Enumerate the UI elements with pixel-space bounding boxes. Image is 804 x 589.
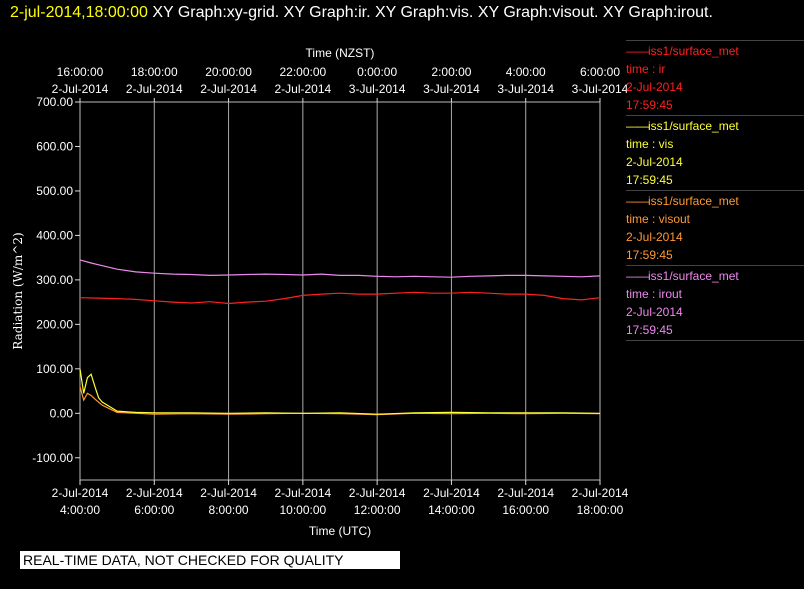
x-tick-label-date: 2-Jul-2014 xyxy=(349,486,406,500)
x-tick-label-time: 16:00:00 xyxy=(502,503,549,517)
top-tick-label-time: 16:00:00 xyxy=(57,65,104,79)
quality-warning-banner: REAL-TIME DATA, NOT CHECKED FOR QUALITY xyxy=(20,551,400,569)
top-tick-label-date: 2-Jul-2014 xyxy=(200,82,257,96)
legend-dash: —— xyxy=(626,194,649,208)
plot-frame xyxy=(79,101,601,481)
x-tick-label-time: 18:00:00 xyxy=(577,503,624,517)
legend-entry-ir: ——iss1/surface_met time : ir 2-Jul-2014 … xyxy=(626,40,804,115)
legend-dash: —— xyxy=(626,119,649,133)
y-tick-label: 300.00 xyxy=(36,273,73,287)
top-tick-label-time: 18:00:00 xyxy=(131,65,178,79)
x-tick-label-date: 2-Jul-2014 xyxy=(52,486,109,500)
y-tick-label: 500.00 xyxy=(36,184,73,198)
top-tick-label-time: 6:00:00 xyxy=(580,65,620,79)
top-tick-label-date: 3-Jul-2014 xyxy=(349,82,406,96)
legend-entry-irout: ——iss1/surface_met time : irout 2-Jul-20… xyxy=(626,265,804,341)
top-tick-label-time: 20:00:00 xyxy=(205,65,252,79)
x-tick-label-time: 6:00:00 xyxy=(134,503,174,517)
legend-station: ——iss1/surface_met xyxy=(626,194,739,208)
top-tick-label-time: 22:00:00 xyxy=(279,65,326,79)
y-tick-label: 200.00 xyxy=(36,317,73,331)
top-tick-label-date: 2-Jul-2014 xyxy=(126,82,183,96)
top-tick-label-date: 2-Jul-2014 xyxy=(275,82,332,96)
legend-label: time : vis xyxy=(626,137,674,151)
x-tick-label-date: 2-Jul-2014 xyxy=(572,486,629,500)
x-tick-label-date: 2-Jul-2014 xyxy=(275,486,332,500)
x-tick-label-date: 2-Jul-2014 xyxy=(497,486,554,500)
legend-time: 17:59:45 xyxy=(626,323,673,337)
top-tick-label-time: 4:00:00 xyxy=(506,65,546,79)
legend-label: time : ir xyxy=(626,62,666,76)
legend-time: 17:59:45 xyxy=(626,98,673,112)
legend-label: time : visout xyxy=(626,212,691,226)
series-line-ir xyxy=(79,291,601,305)
x-tick-label-time: 4:00:00 xyxy=(60,503,100,517)
top-tick-label-date: 3-Jul-2014 xyxy=(497,82,554,96)
legend-date: 2-Jul-2014 xyxy=(626,230,683,244)
legend-station: ——iss1/surface_met xyxy=(626,119,739,133)
y-tick-label: 0.00 xyxy=(50,406,74,420)
legend-date: 2-Jul-2014 xyxy=(626,305,683,319)
series-line-visout xyxy=(79,386,601,416)
top-axis-title: Time (NZST) xyxy=(306,46,375,60)
legend-date: 2-Jul-2014 xyxy=(626,80,683,94)
legend-station: ——iss1/surface_met xyxy=(626,269,739,283)
x-tick-label-date: 2-Jul-2014 xyxy=(200,486,257,500)
top-tick-label-date: 3-Jul-2014 xyxy=(423,82,480,96)
chart-legend: ——iss1/surface_met time : ir 2-Jul-2014 … xyxy=(626,40,804,341)
y-tick-label: -100.00 xyxy=(32,451,73,465)
top-tick-label-time: 0:00:00 xyxy=(357,65,397,79)
legend-time: 17:59:45 xyxy=(626,248,673,262)
series-line-vis xyxy=(79,368,601,415)
legend-date: 2-Jul-2014 xyxy=(626,155,683,169)
legend-dash: —— xyxy=(626,44,649,58)
legend-time: 17:59:45 xyxy=(626,173,673,187)
x-tick-label-date: 2-Jul-2014 xyxy=(126,486,183,500)
legend-label: time : irout xyxy=(626,287,683,301)
x-tick-label-time: 8:00:00 xyxy=(209,503,249,517)
x-tick-label-time: 12:00:00 xyxy=(354,503,401,517)
legend-entry-vis: ——iss1/surface_met time : vis 2-Jul-2014… xyxy=(626,115,804,190)
x-tick-label-date: 2-Jul-2014 xyxy=(423,486,480,500)
y-tick-label: 100.00 xyxy=(36,362,73,376)
y-axis-title: Radiation (W/m^2) xyxy=(11,232,25,349)
x-axis-title: Time (UTC) xyxy=(309,524,371,538)
header-text: XY Graph:xy-grid. XY Graph:ir. XY Graph:… xyxy=(152,4,713,21)
y-tick-label: 700.00 xyxy=(36,95,73,109)
top-tick-label-time: 2:00:00 xyxy=(431,65,471,79)
legend-dash: —— xyxy=(626,269,649,283)
legend-station: ——iss1/surface_met xyxy=(626,44,739,58)
legend-entry-visout: ——iss1/surface_met time : visout 2-Jul-2… xyxy=(626,190,804,265)
top-tick-label-date: 2-Jul-2014 xyxy=(52,82,109,96)
series-line-irout xyxy=(79,259,601,278)
y-tick-label: 600.00 xyxy=(36,139,73,153)
header-date: 2-jul-2014,18:00:00 xyxy=(10,4,148,21)
x-tick-label-time: 10:00:00 xyxy=(279,503,326,517)
x-tick-label-time: 14:00:00 xyxy=(428,503,475,517)
y-tick-label: 400.00 xyxy=(36,228,73,242)
top-tick-label-date: 3-Jul-2014 xyxy=(572,82,629,96)
page-header: 2-jul-2014,18:00:00 XY Graph:xy-grid. XY… xyxy=(10,2,790,24)
